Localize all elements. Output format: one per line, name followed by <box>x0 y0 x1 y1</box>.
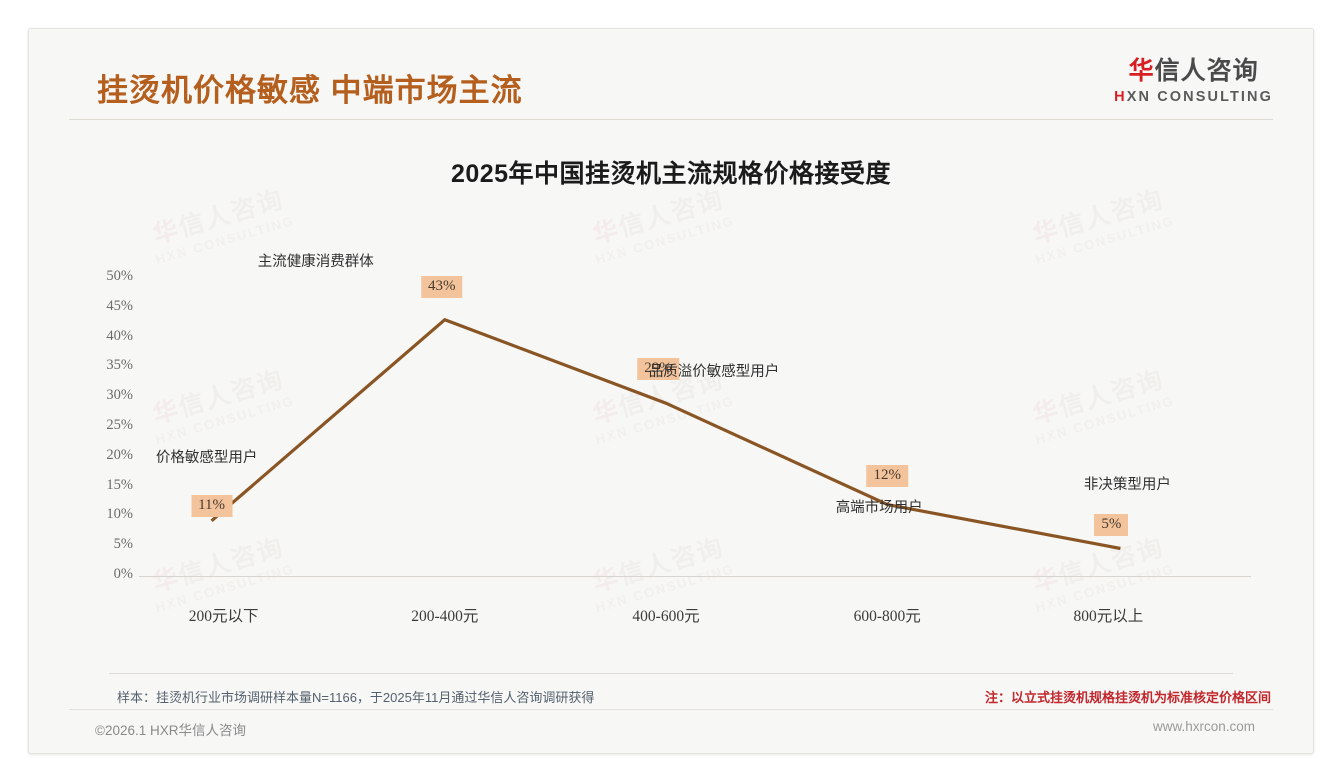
line-chart: 0% 5% 10% 15% 20% 25% 30% 35% 40% 45% 50% 200元以下 200… <box>29 29 1313 753</box>
methodology-note: 注：以立式挂烫机规格挂烫机为标准核定价格区间 <box>984 690 1271 705</box>
y-axis-tick-label: 30% <box>106 387 133 404</box>
data-point-annotation: 高端市场用户 <box>835 500 923 517</box>
logo-en-rest: XN CONSULTING <box>1126 89 1273 105</box>
data-point-label: 11% <box>191 495 233 518</box>
y-axis-tick-label: 40% <box>106 327 133 344</box>
data-point-annotation: 主流健康消费群体 <box>257 253 374 270</box>
footer-divider <box>109 673 1233 674</box>
x-axis-tick-label: 400-600元 <box>632 608 700 625</box>
y-axis-tick-label: 50% <box>106 268 133 284</box>
chart-title: 2025年中国挂烫机主流规格价格接受度 <box>450 160 892 188</box>
y-axis-tick-label: 45% <box>106 297 133 314</box>
y-axis-tick-label: 5% <box>113 536 133 553</box>
x-axis-tick-label: 200-400元 <box>411 608 479 625</box>
y-axis-tick-label: 25% <box>106 417 133 433</box>
y-axis-tick-label: 20% <box>106 446 133 463</box>
x-axis-tick-label: 800元以上 <box>1073 608 1144 625</box>
footer-divider-secondary <box>69 709 1273 710</box>
logo-en-first: H <box>1114 89 1127 105</box>
chart-line-series <box>210 317 1121 551</box>
y-axis-tick-label: 0% <box>113 566 133 582</box>
data-point-label: 12% <box>866 465 908 488</box>
logo-cn-first: 华 <box>1128 57 1155 85</box>
company-logo: 华信人咨询 HXN CONSULTING <box>1114 59 1273 105</box>
data-point-annotation: 品质溢价敏感型用户 <box>648 364 780 381</box>
sample-note: 样本：挂烫机行业市场调研样本量N=1166，于2025年11月通过华信人咨询调研… <box>117 690 595 705</box>
y-axis-tick-label: 35% <box>106 357 133 374</box>
data-point-annotation: 价格敏感型用户 <box>155 450 258 467</box>
header-divider <box>69 119 1273 120</box>
x-axis-tick-label: 600-800元 <box>853 608 921 625</box>
data-point-label: 5% <box>1094 514 1129 537</box>
x-axis-line <box>139 576 1251 577</box>
copyright-text: ©2026.1 HXR华信人咨询 <box>95 723 246 738</box>
x-axis-tick-label: 200元以下 <box>188 608 259 625</box>
y-axis-tick-label: 10% <box>106 506 133 523</box>
y-axis-tick-label: 15% <box>106 476 133 493</box>
logo-cn-rest: 信人咨询 <box>1154 57 1259 85</box>
page-title: 挂烫机价格敏感 中端市场主流 <box>97 73 523 108</box>
website-url: www.hxrcon.com <box>1152 719 1255 734</box>
data-point-label: 43% <box>421 275 463 298</box>
slide-card: 华信人咨询 HXN CONSULTING 华信人咨询 HXN CONSULTIN… <box>28 28 1314 754</box>
data-point-annotation: 非决策型用户 <box>1083 477 1171 494</box>
data-point-label: 29% <box>637 358 679 381</box>
